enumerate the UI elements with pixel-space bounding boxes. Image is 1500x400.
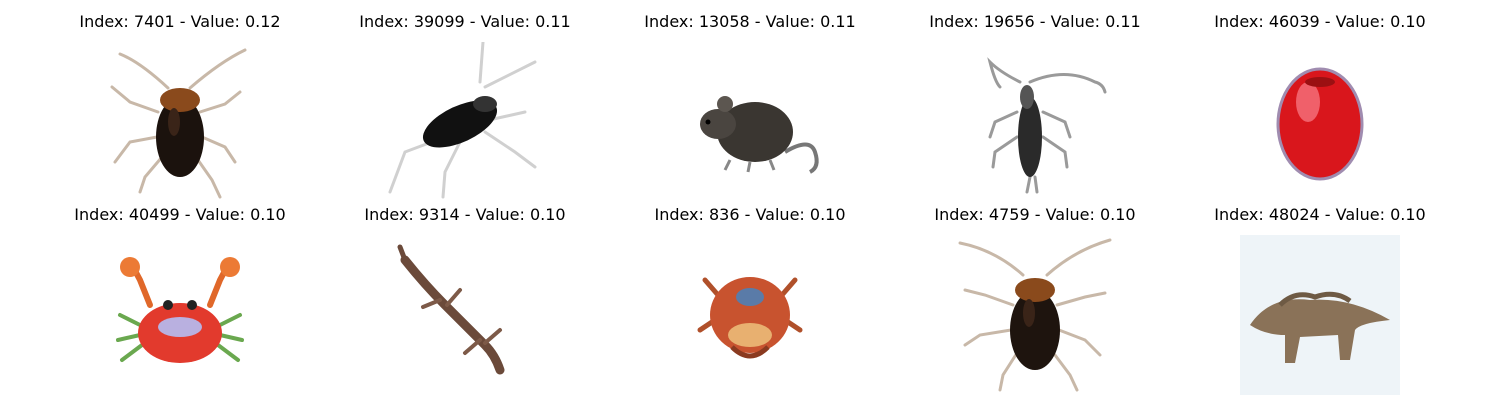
cockroach-picture: [958, 238, 1112, 392]
image-cell: Index: 39099 - Value: 0.11: [320, 12, 610, 202]
image-cockroach: [955, 235, 1115, 395]
image-crab: [670, 235, 830, 395]
image-cell: Index: 19656 - Value: 0.11: [890, 12, 1180, 202]
beetle-picture: [987, 57, 1107, 194]
image-mouse: [670, 42, 830, 202]
image-dinosaur: [1240, 235, 1400, 395]
image-cell: Index: 9314 - Value: 0.10: [320, 205, 610, 395]
cockroach-picture: [388, 42, 537, 199]
image-title: Index: 39099 - Value: 0.11: [359, 12, 571, 31]
apple-picture: [1276, 67, 1364, 181]
image-cell: Index: 40499 - Value: 0.10: [35, 205, 325, 395]
dinosaur-picture: [1240, 235, 1400, 395]
image-cockroach: [385, 42, 545, 202]
image-cell: Index: 7401 - Value: 0.12: [35, 12, 325, 202]
image-title: Index: 40499 - Value: 0.10: [74, 205, 286, 224]
cockroach-picture: [110, 48, 247, 199]
image-cell: Index: 4759 - Value: 0.10: [890, 205, 1180, 395]
image-title: Index: 4759 - Value: 0.10: [934, 205, 1136, 224]
image-title: Index: 46039 - Value: 0.10: [1214, 12, 1426, 31]
image-cell: Index: 13058 - Value: 0.11: [605, 12, 895, 202]
mouse-picture: [700, 96, 819, 174]
image-lizard: [385, 235, 545, 395]
image-beetle: [955, 42, 1115, 202]
image-cell: Index: 46039 - Value: 0.10: [1175, 12, 1465, 202]
crab-picture: [116, 257, 244, 363]
image-title: Index: 7401 - Value: 0.12: [79, 12, 281, 31]
image-cockroach: [100, 42, 260, 202]
image-title: Index: 48024 - Value: 0.10: [1214, 205, 1426, 224]
image-cell: Index: 48024 - Value: 0.10: [1175, 205, 1465, 395]
image-title: Index: 19656 - Value: 0.11: [929, 12, 1141, 31]
image-crab: [100, 235, 260, 395]
image-title: Index: 13058 - Value: 0.11: [644, 12, 856, 31]
image-cell: Index: 836 - Value: 0.10: [605, 205, 895, 395]
crab-picture: [697, 277, 803, 359]
image-title: Index: 836 - Value: 0.10: [654, 205, 846, 224]
image-title: Index: 9314 - Value: 0.10: [364, 205, 566, 224]
lizard-picture: [397, 244, 505, 375]
image-apple: [1240, 42, 1400, 202]
